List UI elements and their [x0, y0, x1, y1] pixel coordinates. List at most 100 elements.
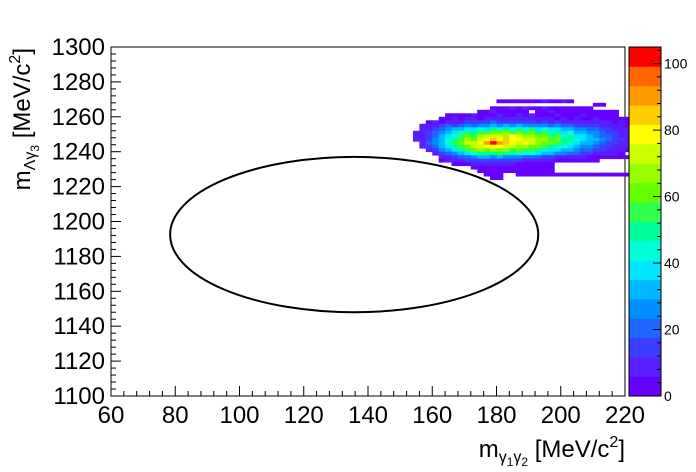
heatmap-cell: [586, 141, 594, 146]
heatmap-cell: [580, 141, 587, 146]
heatmap-cell: [528, 123, 536, 128]
heatmap-cell: [625, 120, 632, 125]
heatmap-cell: [535, 148, 542, 153]
heatmap-cell: [432, 134, 440, 139]
heatmap-cell: [599, 144, 607, 149]
heatmap-cell: [612, 120, 619, 125]
heatmap-cell: [419, 127, 427, 132]
heatmap-cell: [567, 155, 574, 160]
heatmap-cell: [586, 172, 594, 177]
heatmap-cell: [535, 109, 542, 114]
colorbar-segment: [629, 47, 661, 67]
heatmap-cell: [464, 134, 472, 139]
heatmap-cell: [625, 144, 632, 149]
heatmap-cell: [612, 130, 619, 135]
colorbar-tick-label: 60: [664, 189, 680, 205]
selection-ellipse-line: [169, 155, 540, 314]
heatmap-cell: [515, 151, 523, 156]
heatmap-cell: [522, 113, 530, 118]
heatmap-cell: [528, 151, 536, 156]
heatmap-cell: [496, 123, 504, 128]
x-tick-label: 140: [348, 402, 388, 429]
heatmap-cell: [470, 137, 478, 142]
heatmap-cell: [477, 137, 485, 142]
heatmap-cell: [515, 116, 523, 121]
heatmap-cell: [573, 158, 581, 163]
heatmap-cell: [580, 144, 587, 149]
heatmap-cell: [580, 109, 587, 114]
x-tick-label: 80: [162, 402, 189, 429]
heatmap-cell: [477, 113, 485, 118]
heatmap-cell: [612, 148, 619, 153]
heatmap-cell: [573, 155, 581, 160]
heatmap-cell: [625, 172, 632, 177]
heatmap-cell: [451, 148, 459, 153]
heatmap-cell: [464, 127, 472, 132]
heatmap-cell: [477, 169, 485, 174]
heatmap-cell: [586, 120, 594, 125]
heatmap-cell: [580, 134, 587, 139]
heatmap-cell: [592, 148, 600, 153]
heatmap-cell: [592, 130, 600, 135]
heatmap-cell: [515, 123, 523, 128]
heatmap-cell: [618, 148, 626, 153]
heatmap-cell: [541, 134, 549, 139]
heatmap-cell: [547, 137, 555, 142]
heatmap-cell: [477, 123, 485, 128]
heatmap-cell: [573, 144, 581, 149]
heatmap-cell: [496, 172, 504, 177]
x-tick-label: 220: [605, 402, 645, 429]
heatmap-cell: [451, 130, 459, 135]
colorbar-segment: [629, 357, 661, 378]
heatmap-cell: [464, 116, 472, 121]
heatmap-cell: [528, 134, 536, 139]
heatmap-cell: [592, 134, 600, 139]
heatmap-cell: [554, 130, 562, 135]
heatmap-cell: [464, 137, 472, 142]
heatmap-cell: [502, 162, 510, 167]
heatmap-cell: [618, 151, 626, 156]
colorbar-segment: [629, 182, 661, 203]
heatmap-cell: [605, 148, 613, 153]
heatmap-cell: [567, 151, 574, 156]
heatmap-cell: [483, 137, 491, 142]
x-tick-label: 180: [476, 402, 516, 429]
y-tick-label: 1200: [52, 209, 105, 236]
heatmap-cell: [605, 137, 613, 142]
heatmap-cell: [522, 120, 530, 125]
heatmap-cell: [599, 123, 607, 128]
heatmap-cell: [554, 99, 562, 104]
heatmap-cell: [502, 116, 510, 121]
heatmap-cell: [592, 116, 600, 121]
heatmap-cell: [535, 123, 542, 128]
heatmap-cell: [412, 137, 420, 142]
colorbar-tick-label: 40: [664, 255, 680, 271]
heatmap-cell: [490, 162, 497, 167]
heatmap-cell: [515, 113, 523, 118]
y-tick-label: 1300: [52, 34, 105, 61]
heatmap-cell: [554, 106, 562, 111]
heatmap-cell: [490, 165, 497, 170]
heatmap-cell: [509, 113, 517, 118]
heatmap-cell: [483, 127, 491, 132]
heatmap-cell: [502, 109, 510, 114]
heatmap-cell: [612, 113, 619, 118]
heatmap-cell: [567, 120, 574, 125]
heatmap-cell: [625, 155, 632, 160]
heatmap-cell: [445, 120, 452, 125]
heatmap-cell: [496, 137, 504, 142]
heatmap-cell: [541, 162, 549, 167]
heatmap-cell: [412, 130, 420, 135]
y-tick-label: 1160: [53, 278, 105, 305]
heatmap-cell: [605, 127, 613, 132]
heatmap-cell: [438, 144, 446, 149]
heatmap-cell: [625, 148, 632, 153]
heatmap-cell: [496, 134, 504, 139]
heatmap-cell: [625, 130, 632, 135]
heatmap-cell: [477, 130, 485, 135]
heatmap-cell: [483, 169, 491, 174]
heatmap-cell: [554, 158, 562, 163]
heatmap-cell: [522, 123, 530, 128]
heatmap-cell: [599, 137, 607, 142]
heatmap-cell: [535, 120, 542, 125]
